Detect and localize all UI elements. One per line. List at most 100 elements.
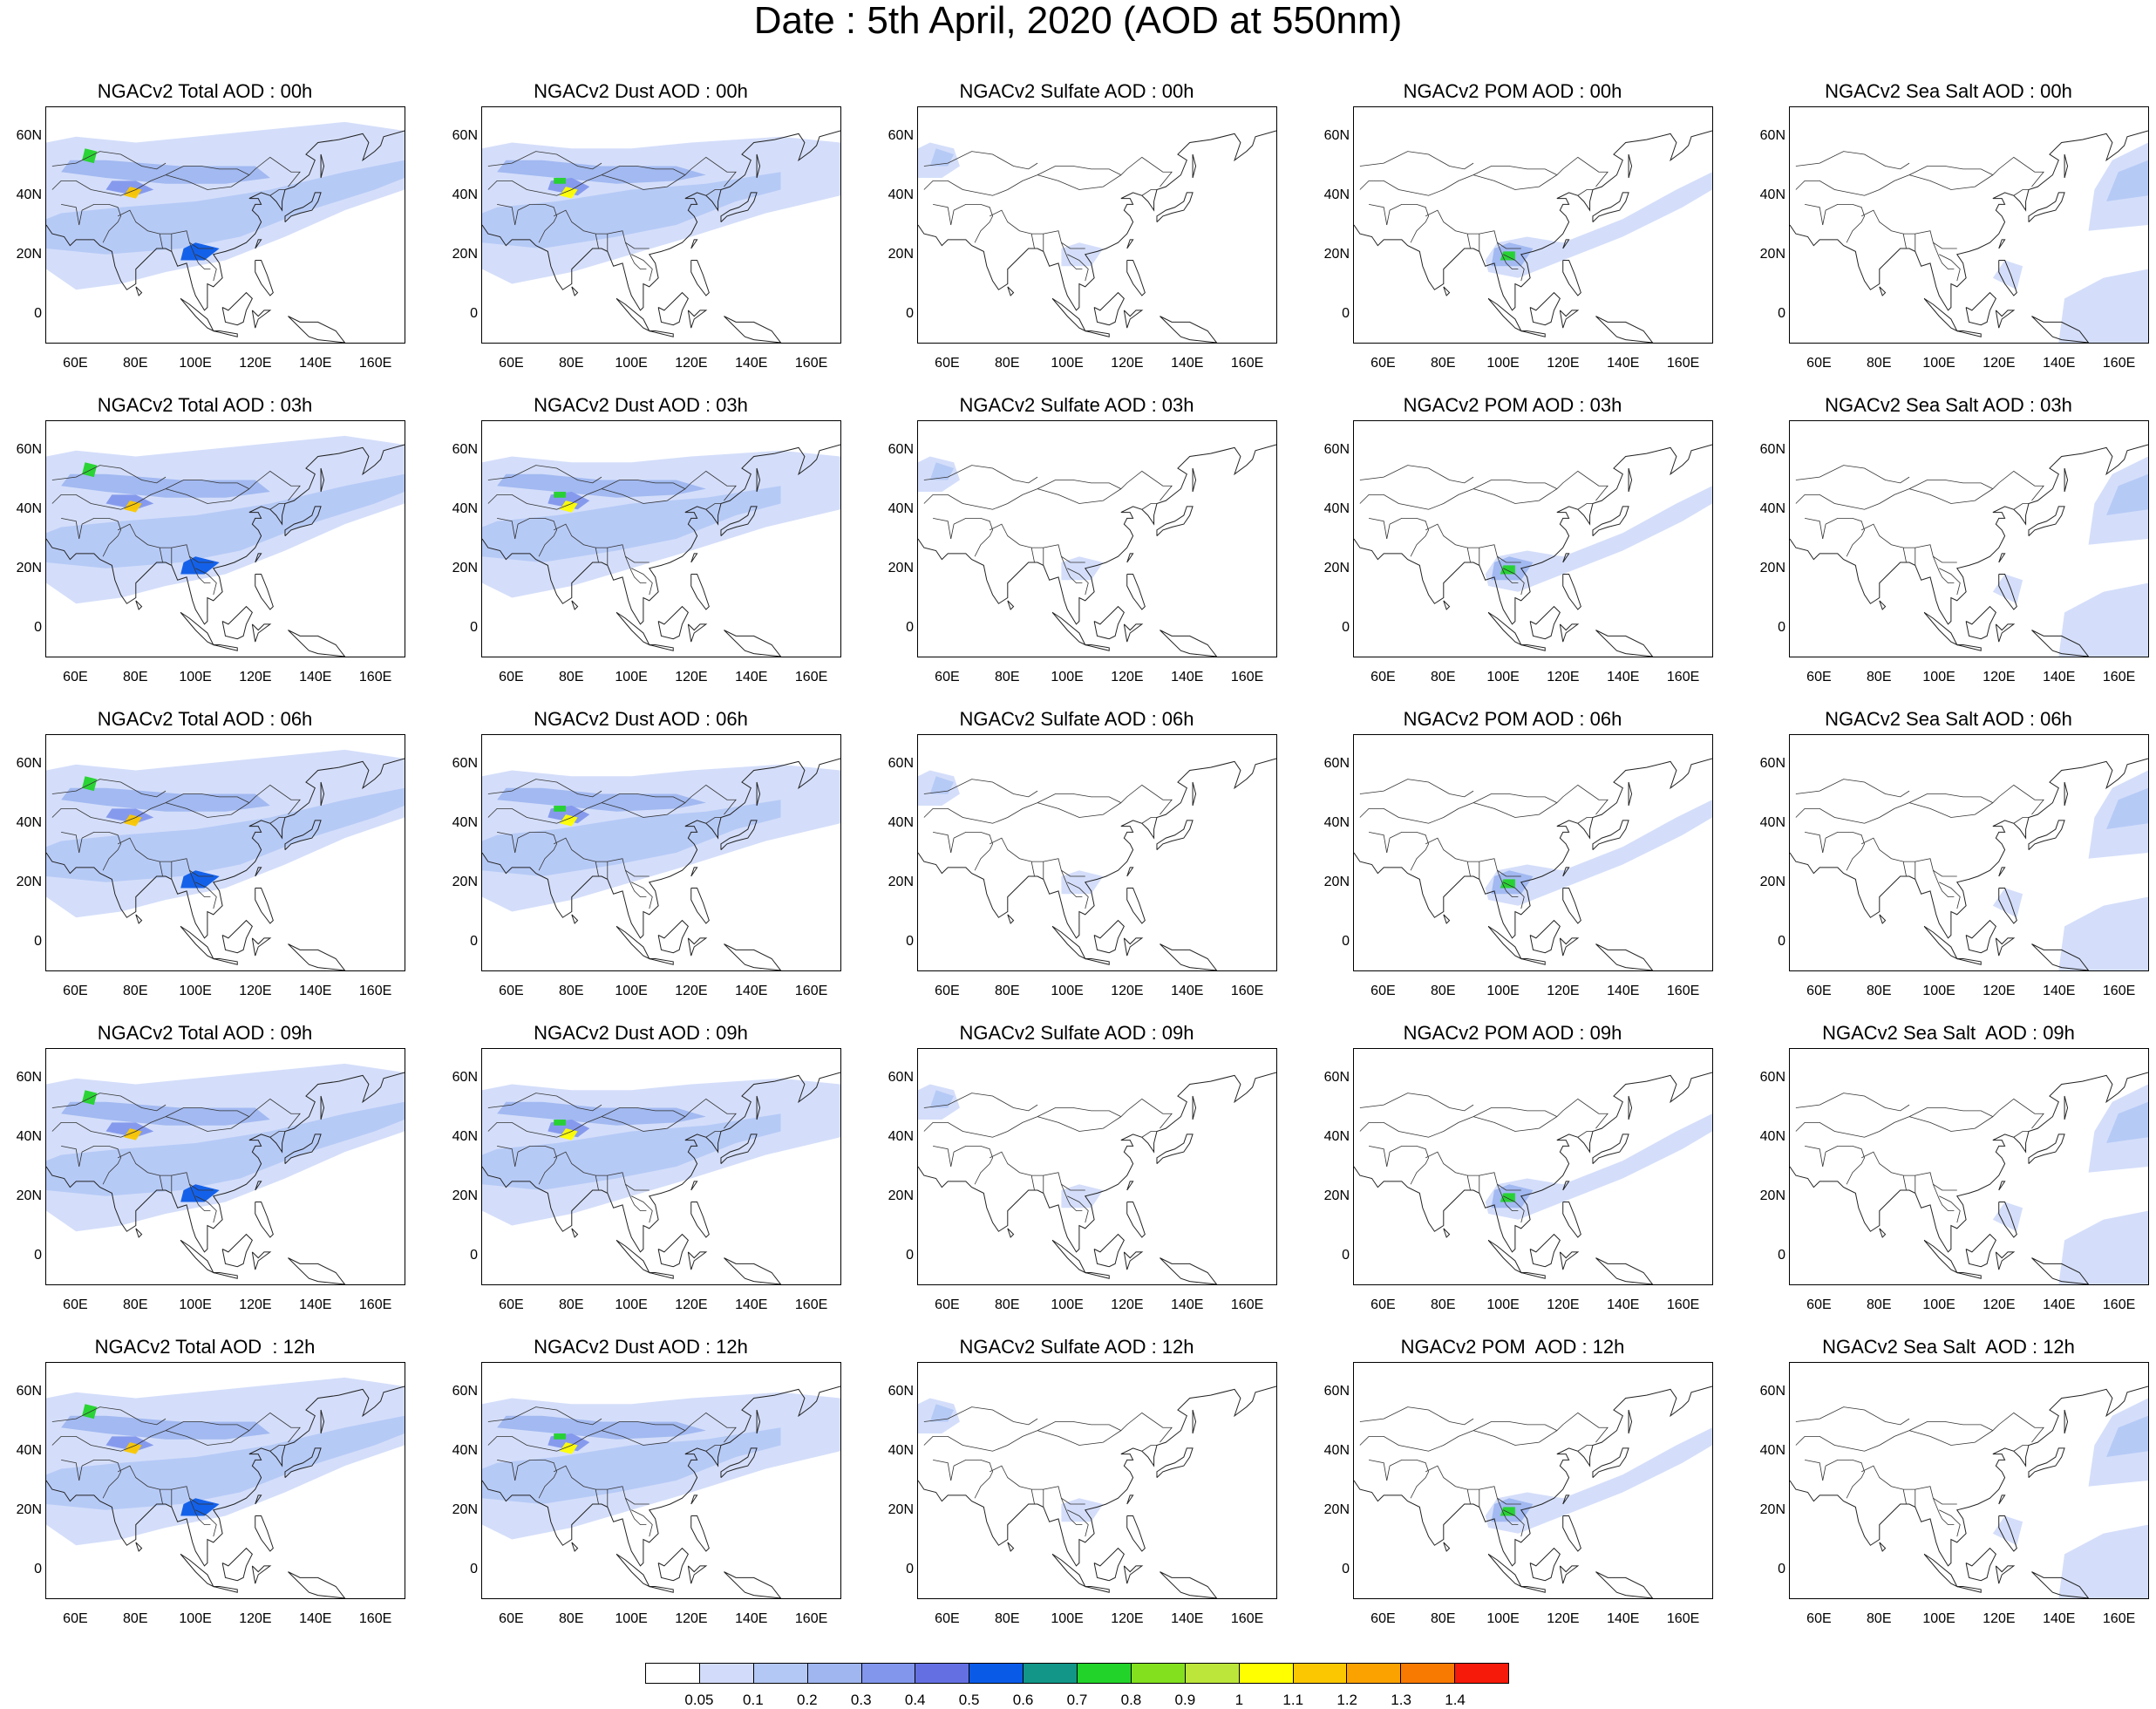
aod-plume xyxy=(2106,1101,2148,1143)
aod-field xyxy=(1790,1072,2148,1284)
y-tick-label: 0 xyxy=(1778,1248,1785,1263)
coastline xyxy=(1443,1228,1451,1238)
country-border xyxy=(1908,488,1994,504)
country-border xyxy=(1795,1098,2044,1138)
country-border xyxy=(950,524,955,540)
coastline xyxy=(1192,1095,1197,1120)
y-tick-label: 20N xyxy=(16,875,42,889)
colorbar-swatch xyxy=(969,1664,1024,1683)
coastline xyxy=(1562,1495,1570,1505)
coastline xyxy=(1007,914,1015,924)
country-border xyxy=(1061,870,1083,898)
country-border xyxy=(159,1489,163,1505)
x-tick-label: 120E xyxy=(239,984,272,998)
country-border xyxy=(1141,1445,1157,1452)
coastline xyxy=(1520,1586,1546,1593)
country-border xyxy=(269,1131,285,1138)
aod-plume xyxy=(497,473,706,498)
coastline xyxy=(918,1072,1276,1253)
x-tick-label: 60E xyxy=(1370,1611,1396,1626)
x-tick-label: 160E xyxy=(794,1611,828,1626)
country-border xyxy=(923,784,1173,824)
country-border xyxy=(1472,1430,1558,1446)
aod-field xyxy=(46,121,405,343)
aod-plume xyxy=(929,1404,955,1422)
coastline xyxy=(1126,553,1134,563)
country-border xyxy=(1503,1509,1525,1537)
coastline xyxy=(1790,130,2148,311)
country-border xyxy=(923,470,1173,510)
coastline xyxy=(46,130,405,311)
y-tick-label: 60N xyxy=(1323,1384,1350,1399)
coastline xyxy=(1529,605,1561,640)
country-border xyxy=(1805,203,1824,226)
aod-field xyxy=(1790,444,2148,657)
country-border xyxy=(81,517,122,557)
coastline xyxy=(1879,1542,1887,1552)
x-tick-label: 100E xyxy=(615,670,648,684)
x-tick-label: 80E xyxy=(123,984,148,998)
coastline xyxy=(690,1495,698,1505)
y-tick-label: 20N xyxy=(1323,247,1350,262)
country-border xyxy=(1805,831,1824,854)
coastline xyxy=(221,919,253,954)
colorbar-label: 1.2 xyxy=(1336,1692,1357,1708)
aod-plume xyxy=(2058,1524,2148,1598)
aod-field xyxy=(482,1386,840,1598)
y-tick-label: 60N xyxy=(1323,1070,1350,1085)
country-border xyxy=(2013,1131,2029,1138)
country-border xyxy=(1466,1175,1471,1191)
x-tick-label: 120E xyxy=(675,984,708,998)
colorbar-swatch xyxy=(753,1664,808,1683)
country-border xyxy=(1933,242,1955,270)
country-border xyxy=(1825,1459,1866,1499)
panel-title: NGACv2 Dust AOD : 06h xyxy=(534,708,748,730)
coastline xyxy=(687,310,708,329)
country-border xyxy=(625,242,647,270)
coastline xyxy=(690,260,710,296)
x-tick-label: 160E xyxy=(2102,1611,2136,1626)
aod-field xyxy=(1354,444,1712,657)
coastline xyxy=(1923,297,1958,332)
country-border xyxy=(159,1175,163,1191)
country-border xyxy=(601,802,686,818)
country-border xyxy=(497,831,516,854)
map-panel: NGACv2 Sulfate AOD : 12h 60N 40N 20N 0 60E 80E… xyxy=(872,1336,1282,1637)
coastline xyxy=(1126,1181,1134,1191)
x-tick-label: 120E xyxy=(239,1297,272,1312)
coastline xyxy=(756,153,761,179)
country-border xyxy=(1141,503,1157,510)
y-tick-label: 0 xyxy=(1342,934,1350,949)
x-tick-label: 60E xyxy=(935,1611,960,1626)
coastline xyxy=(1790,758,2148,939)
coastline xyxy=(1487,1553,1522,1588)
country-border xyxy=(705,1131,721,1138)
aod-plume xyxy=(1992,888,2023,918)
coastline xyxy=(288,1257,346,1284)
map-panel: NGACv2 POM AOD : 12h 60N 40N 20N 0 60E 80E 100E… xyxy=(1308,1336,1717,1637)
country-border xyxy=(159,861,163,877)
y-tick-label: 60N xyxy=(888,1384,914,1399)
aod-plume xyxy=(46,787,405,882)
colorbar-label: 0.7 xyxy=(1066,1692,1088,1708)
colorbar-label: 0.3 xyxy=(850,1692,872,1708)
coastline xyxy=(46,1386,405,1567)
country-border xyxy=(1503,254,1525,282)
colorbar-swatch xyxy=(1347,1664,1402,1683)
coastline xyxy=(1085,330,1110,337)
coastline xyxy=(724,943,782,970)
country-border xyxy=(2013,1445,2029,1452)
map-panel: NGACv2 Total AOD : 06h 60N 40N 20N 0 60E 80E 10… xyxy=(0,708,410,1009)
y-tick-label: 20N xyxy=(16,1502,42,1517)
y-tick-label: 20N xyxy=(452,247,478,262)
country-border xyxy=(1472,174,1558,190)
aod-plume xyxy=(180,1184,220,1202)
coastline xyxy=(616,1239,650,1274)
country-border xyxy=(514,838,519,854)
y-tick-label: 0 xyxy=(34,1248,42,1263)
country-border xyxy=(51,784,301,824)
aod-field xyxy=(918,1386,1276,1598)
map-panel: NGACv2 Dust AOD : 00h 60N 40N 20N 0 60E 80E 100… xyxy=(436,80,846,381)
coastline xyxy=(2031,316,2090,343)
coastline xyxy=(1562,239,1570,249)
